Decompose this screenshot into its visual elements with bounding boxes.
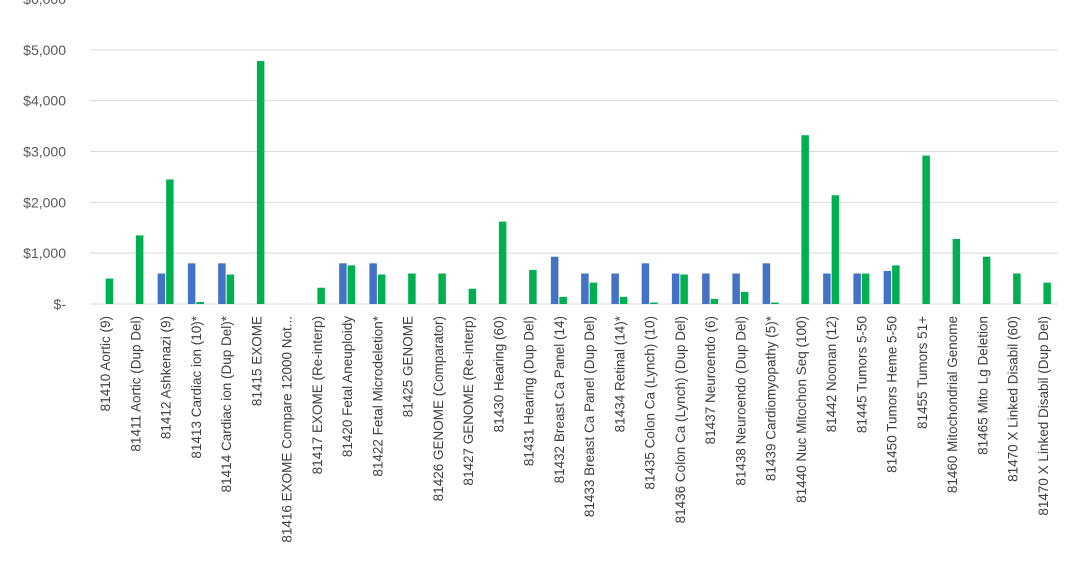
bar-series-2 bbox=[831, 195, 840, 304]
x-tick-label: 81426 GENOME (Comparator) bbox=[431, 316, 446, 501]
bar-series-1 bbox=[218, 263, 226, 304]
x-tick-label: 81436 Colon Ca (Lynch) (Dup Del) bbox=[673, 316, 688, 523]
bar-series-2 bbox=[468, 288, 477, 304]
bar-series-2 bbox=[801, 135, 809, 304]
x-tick-label: 81433 Breast Ca Panel (Dup Del) bbox=[582, 316, 597, 517]
bar-series-1 bbox=[702, 273, 710, 304]
bar-series-2 bbox=[105, 278, 114, 304]
bar-series-2 bbox=[377, 274, 386, 304]
x-tick-label: 81425 GENOME bbox=[401, 316, 416, 417]
y-axis-tick-labels: $- $1,000 $2,000 $3,000 $4,000 $5,000 $6,000 bbox=[23, 0, 66, 312]
x-tick-label: 81417 EXOME (Re-interp) bbox=[310, 316, 325, 474]
x-tick-label: 81427 GENOME (Re-interp) bbox=[461, 316, 476, 486]
bar-series-2 bbox=[1043, 282, 1051, 304]
bar-series-1 bbox=[611, 273, 619, 304]
x-axis-tick-labels: 81410 Aortic (9) 81411 Aortic (Dup Del) 81… bbox=[98, 315, 1051, 542]
x-tick-label: 81445 Tumors 5-50 bbox=[854, 316, 869, 433]
x-tick-label: 81411 Aortic (Dup Del) bbox=[128, 316, 143, 452]
bar-series-2 bbox=[559, 296, 567, 304]
x-tick-label: 81440 Nuc Mitochon Seq (100) bbox=[794, 316, 809, 503]
bar-series-2 bbox=[438, 273, 446, 304]
bar-series-1 bbox=[762, 263, 771, 304]
bar-series-2 bbox=[166, 179, 174, 304]
x-tick-label: 81465 Mito Lg Deletion bbox=[975, 316, 990, 455]
y-tick-label: $2,000 bbox=[23, 194, 66, 210]
y-tick-label: $6,000 bbox=[23, 0, 66, 7]
y-tick-label: $3,000 bbox=[23, 144, 66, 160]
bar-series-2 bbox=[589, 282, 598, 304]
bar-series-2 bbox=[135, 235, 144, 305]
bar-series-2 bbox=[922, 155, 930, 304]
bar-series-2 bbox=[347, 265, 356, 304]
bar-series-1 bbox=[732, 273, 740, 304]
gridlines bbox=[90, 49, 1058, 305]
bar-series-1 bbox=[883, 270, 892, 304]
bar-series-2 bbox=[892, 265, 900, 304]
bar-series-2 bbox=[619, 296, 628, 304]
bar-series-2 bbox=[408, 273, 416, 304]
bar-series-2 bbox=[650, 302, 658, 304]
bar-series-2 bbox=[982, 256, 991, 304]
x-tick-label: 81434 Retinal (14)* bbox=[612, 315, 627, 432]
bar-series-2 bbox=[196, 301, 204, 304]
x-tick-label: 81422 Fetal Microdeletion* bbox=[370, 315, 385, 476]
bar-series-2 bbox=[529, 269, 537, 304]
bar-series-1 bbox=[157, 273, 166, 304]
bar-series-1 bbox=[550, 256, 559, 304]
x-tick-label: 81439 Cardiomyopathy (5)* bbox=[764, 315, 779, 481]
x-tick-label: 81410 Aortic (9) bbox=[98, 316, 113, 411]
x-tick-label: 81470 X Linked Disabil (Dup Del) bbox=[1036, 316, 1051, 516]
x-tick-label: 81442 Noonan (12) bbox=[824, 316, 839, 432]
bar-series-1 bbox=[641, 263, 650, 304]
bar-series-2 bbox=[317, 287, 325, 304]
bar-series-1 bbox=[187, 263, 196, 304]
bar-series-2 bbox=[771, 302, 779, 304]
bar-series-1 bbox=[823, 273, 831, 304]
bar-series-2 bbox=[1013, 273, 1021, 304]
x-tick-label: 81435 Colon Ca (Lynch) (10) bbox=[643, 316, 658, 490]
x-tick-label: 81412 Ashkenazi (9) bbox=[159, 316, 174, 439]
x-tick-label: 81413 Cardiac ion (10)* bbox=[189, 315, 204, 458]
y-tick-label: $5,000 bbox=[23, 42, 66, 58]
bar-series-2 bbox=[680, 274, 688, 304]
x-tick-label: 81437 Neuroendo (6) bbox=[703, 316, 718, 444]
x-tick-label: 81470 X Linked Disabil (60) bbox=[1006, 316, 1021, 482]
bar-series-2 bbox=[226, 274, 235, 304]
bar-series-1 bbox=[671, 273, 680, 304]
x-tick-label: 81430 Hearing (60) bbox=[491, 316, 506, 432]
bar-series-1 bbox=[369, 263, 377, 304]
bar-series-2 bbox=[710, 298, 719, 304]
bars bbox=[105, 61, 1051, 305]
y-tick-label: $1,000 bbox=[23, 245, 66, 261]
x-tick-label: 81420 Fetal Aneuploidy bbox=[340, 316, 355, 457]
x-tick-label: 81438 Neuroendo (Dup Del) bbox=[733, 316, 748, 486]
bar-series-1 bbox=[581, 273, 589, 304]
y-tick-label: $4,000 bbox=[23, 93, 66, 109]
x-tick-label: 81450 Tumors Heme 5-50 bbox=[885, 316, 900, 473]
bar-series-2 bbox=[952, 238, 961, 304]
y-tick-label: $- bbox=[54, 296, 67, 312]
x-tick-label: 81460 Mitochondrial Genome bbox=[945, 316, 960, 493]
x-tick-label: 81416 EXOME Compare 12000 Not... bbox=[280, 316, 295, 543]
x-tick-label: 81415 EXOME bbox=[249, 316, 264, 406]
x-tick-label: 81414 Cardiac ion (Dup Del)* bbox=[219, 315, 234, 492]
bar-series-1 bbox=[853, 273, 861, 304]
bar-series-1 bbox=[339, 263, 347, 304]
bar-series-2 bbox=[740, 291, 749, 304]
x-tick-label: 81455 Tumors 51+ bbox=[915, 316, 930, 429]
x-tick-label: 81432 Breast Ca Panel (14) bbox=[552, 316, 567, 483]
x-tick-label: 81431 Hearing (Dup Del) bbox=[522, 316, 537, 466]
bar-series-2 bbox=[256, 61, 265, 304]
bar-series-2 bbox=[861, 273, 870, 304]
bar-series-2 bbox=[498, 221, 507, 304]
